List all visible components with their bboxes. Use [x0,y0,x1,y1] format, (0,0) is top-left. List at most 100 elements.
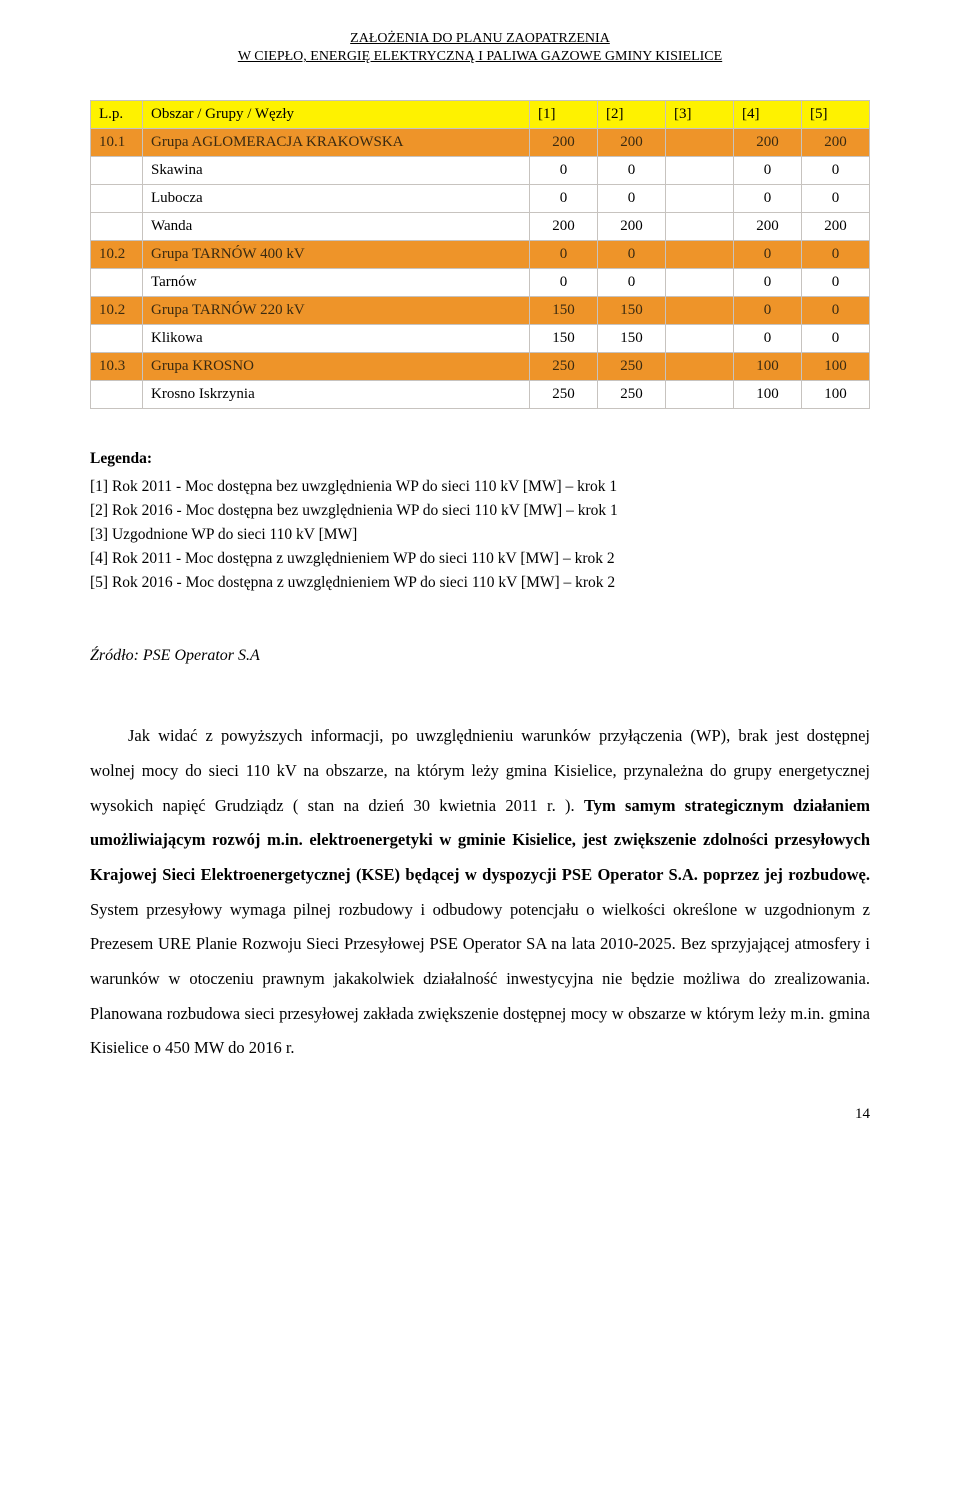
table-cell: 0 [598,157,666,185]
page-number: 14 [90,1106,870,1123]
table-cell: 100 [734,381,802,409]
col-3: [3] [666,101,734,129]
table-cell: Grupa TARNÓW 220 kV [143,297,530,325]
table-cell: 0 [598,269,666,297]
table-row: 10.1Grupa AGLOMERACJA KRAKOWSKA200200200… [91,129,870,157]
table-cell [666,157,734,185]
table-cell [666,185,734,213]
legend-line: [3] Uzgodnione WP do sieci 110 kV [MW] [90,523,870,547]
table-cell: 10.1 [91,129,143,157]
table-row: 10.2Grupa TARNÓW 220 kV15015000 [91,297,870,325]
col-2: [2] [598,101,666,129]
col-5: [5] [802,101,870,129]
table-cell: 0 [802,241,870,269]
table-cell: 0 [734,157,802,185]
table-cell: 0 [802,185,870,213]
table-cell [666,129,734,157]
table-cell: 200 [802,129,870,157]
table-cell: 0 [530,185,598,213]
legend-line: [1] Rok 2011 - Moc dostępna bez uwzględn… [90,475,870,499]
table-cell: 0 [598,241,666,269]
table-cell: 150 [530,297,598,325]
table-cell [666,297,734,325]
table-cell: Wanda [143,213,530,241]
header-line1: ZAŁOŻENIA DO PLANU ZAOPATRZENIA [350,31,610,46]
table-row: 10.2Grupa TARNÓW 400 kV0000 [91,241,870,269]
table-cell: 200 [598,129,666,157]
table-cell: Grupa TARNÓW 400 kV [143,241,530,269]
table-row: Lubocza0000 [91,185,870,213]
table-cell: Grupa AGLOMERACJA KRAKOWSKA [143,129,530,157]
col-4: [4] [734,101,802,129]
table-cell: 10.2 [91,297,143,325]
table-row: Wanda200200200200 [91,213,870,241]
col-name: Obszar / Grupy / Węzły [143,101,530,129]
table-row: Skawina0000 [91,157,870,185]
table-cell: 0 [530,269,598,297]
table-cell: 200 [530,213,598,241]
table-cell [666,213,734,241]
table-cell: 0 [734,325,802,353]
table-cell: 0 [802,269,870,297]
legend-line: [4] Rok 2011 - Moc dostępna z uwzględnie… [90,547,870,571]
table-cell [91,185,143,213]
table-cell [91,325,143,353]
table-cell: Klikowa [143,325,530,353]
legend-title: Legenda: [90,447,870,471]
table-cell: Skawina [143,157,530,185]
table-cell: 0 [734,185,802,213]
table-cell: 250 [530,381,598,409]
table-cell: 150 [598,325,666,353]
table-cell: 250 [598,353,666,381]
table-cell: 200 [734,129,802,157]
body-paragraph: Jak widać z powyższych informacji, po uw… [90,719,870,1065]
table-cell: 100 [802,381,870,409]
table-cell: 0 [802,297,870,325]
table-cell: Grupa KROSNO [143,353,530,381]
table-header-row: L.p. Obszar / Grupy / Węzły [1] [2] [3] … [91,101,870,129]
table-cell: 100 [802,353,870,381]
table-cell: 0 [734,297,802,325]
table-cell: 10.3 [91,353,143,381]
source-line: Źródło: PSE Operator S.A [90,647,870,665]
table-cell [666,241,734,269]
table-body: 10.1Grupa AGLOMERACJA KRAKOWSKA200200200… [91,129,870,409]
page-header: ZAŁOŻENIA DO PLANU ZAOPATRZENIA W CIEPŁO… [90,30,870,72]
table-row: Tarnów0000 [91,269,870,297]
table-cell: Lubocza [143,185,530,213]
legend-block: Legenda: [1] Rok 2011 - Moc dostępna bez… [90,447,870,595]
table-cell: 0 [598,185,666,213]
legend-line: [2] Rok 2016 - Moc dostępna bez uwzględn… [90,499,870,523]
table-cell: 0 [734,241,802,269]
table-cell: 200 [802,213,870,241]
table-cell [666,269,734,297]
table-row: Krosno Iskrzynia250250100100 [91,381,870,409]
table-cell: 150 [530,325,598,353]
col-1: [1] [530,101,598,129]
table-cell: 250 [530,353,598,381]
table-cell: 150 [598,297,666,325]
table-cell: 100 [734,353,802,381]
table-cell [91,213,143,241]
table-cell: 0 [530,157,598,185]
data-table: L.p. Obszar / Grupy / Węzły [1] [2] [3] … [90,100,870,409]
table-cell [91,157,143,185]
table-cell: 200 [598,213,666,241]
table-row: Klikowa15015000 [91,325,870,353]
table-cell: 10.2 [91,241,143,269]
table-cell: 0 [802,157,870,185]
table-cell [666,353,734,381]
table-cell: 200 [530,129,598,157]
table-cell [91,269,143,297]
table-cell [91,381,143,409]
table-cell: 200 [734,213,802,241]
legend-line: [5] Rok 2016 - Moc dostępna z uwzględnie… [90,571,870,595]
table-cell: 0 [734,269,802,297]
col-lp: L.p. [91,101,143,129]
table-cell: Tarnów [143,269,530,297]
table-row: 10.3Grupa KROSNO250250100100 [91,353,870,381]
table-cell: 250 [598,381,666,409]
table-cell: 0 [530,241,598,269]
header-line2: W CIEPŁO, ENERGIĘ ELEKTRYCZNĄ I PALIWA G… [238,49,722,64]
table-cell [666,381,734,409]
